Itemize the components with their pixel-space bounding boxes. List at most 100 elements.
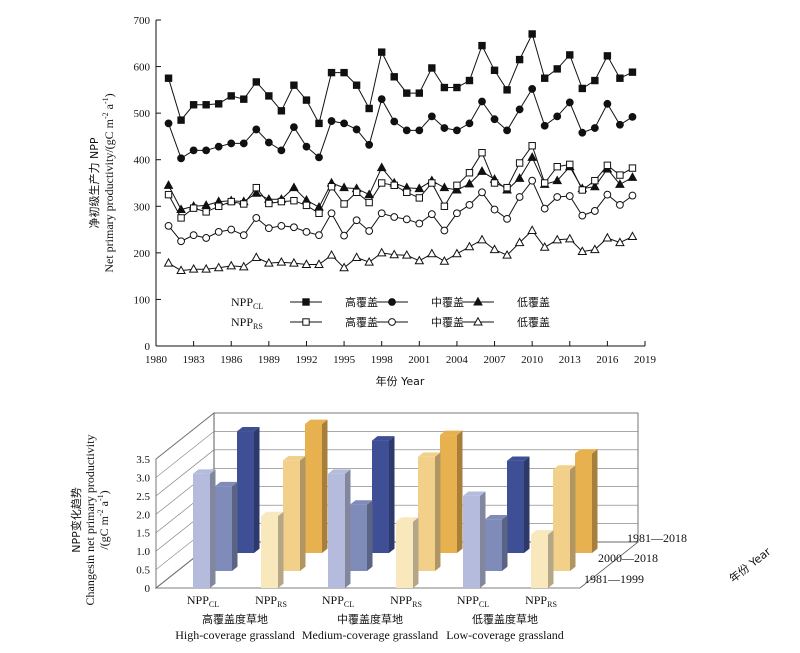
point-rs_med xyxy=(352,216,361,225)
point-rs_low xyxy=(263,257,274,267)
x-tick-label: 2010 xyxy=(521,354,544,366)
point-rs_high xyxy=(315,209,323,217)
point-cl_low xyxy=(439,182,450,192)
group-label-cn: 高覆盖度草地 xyxy=(202,612,268,626)
point-cl_high xyxy=(528,30,536,38)
point-cl_high xyxy=(403,89,411,97)
point-rs_high xyxy=(603,161,612,170)
point-rs_med xyxy=(616,200,624,209)
line-chart-x-axis-title: 年份 Year xyxy=(376,374,425,388)
bar-back xyxy=(237,426,260,553)
bar-chart-y-title-unit: /(gC m-2 a-1) xyxy=(96,490,111,549)
point-rs_low xyxy=(188,263,199,273)
point-rs_high xyxy=(189,204,198,212)
legend-marker-circle xyxy=(388,298,396,306)
point-rs_high xyxy=(503,183,511,192)
point-rs_med xyxy=(453,209,461,218)
point-cl_med xyxy=(440,124,449,132)
bar-y-tick-label: 1.0 xyxy=(136,546,150,558)
point-rs_med xyxy=(277,221,286,230)
point-rs_low xyxy=(226,260,237,270)
point-rs_high xyxy=(528,142,536,150)
point-cl_low xyxy=(251,188,262,197)
point-cl_med xyxy=(616,120,624,129)
point-rs_low xyxy=(477,234,487,244)
point-cl_med xyxy=(164,119,173,128)
bar-chart-x-labels: NPPCL NPPRS 高覆盖度草地 High-coverage grassland N… xyxy=(175,593,564,642)
bar-mid xyxy=(418,452,441,571)
series-line-rs_low xyxy=(168,229,633,272)
point-cl_med xyxy=(415,126,424,135)
point-cl_med xyxy=(490,115,499,124)
bar-y-tick-label: 2.5 xyxy=(136,491,150,503)
point-cl_med xyxy=(515,105,524,114)
point-rs_low xyxy=(201,263,212,273)
point-rs_high xyxy=(578,186,587,194)
point-rs_med xyxy=(189,231,198,240)
point-rs_high xyxy=(377,179,386,187)
point-rs_med xyxy=(252,214,261,222)
point-rs_low xyxy=(539,242,550,251)
point-rs_low xyxy=(326,249,337,259)
point-rs_high xyxy=(277,197,286,206)
point-cl_med xyxy=(277,146,286,155)
x-tick-label: 2019 xyxy=(634,354,657,366)
point-rs_med xyxy=(202,234,211,242)
point-rs_low xyxy=(376,247,387,257)
point-rs_low xyxy=(364,256,375,266)
legend-rs-high-label: 高覆盖 xyxy=(345,315,378,329)
point-rs_low xyxy=(464,241,475,251)
point-cl_high xyxy=(428,64,436,72)
x-tick-label: 1998 xyxy=(371,354,394,366)
point-cl_med xyxy=(239,139,248,148)
point-rs_low xyxy=(564,233,575,243)
point-cl_high xyxy=(377,48,386,56)
point-rs_high xyxy=(453,181,461,190)
bar-back xyxy=(507,456,530,553)
line-chart-y-ticks: 0 100 200 300 400 500 600 700 xyxy=(134,15,161,353)
point-cl_high xyxy=(628,68,637,76)
point-cl_high xyxy=(553,65,561,73)
legend-cl-med-label: 中覆盖 xyxy=(431,295,464,309)
point-cl_high xyxy=(227,92,235,100)
y-tick-label: 0 xyxy=(145,341,151,353)
x-tick-label: 2004 xyxy=(446,354,469,366)
bar-mid xyxy=(350,500,373,571)
bar-back xyxy=(440,430,463,553)
bar-chart-y-axis-title: NPP变化趋势 Changesin net primary productivi… xyxy=(69,435,111,606)
point-cl_low xyxy=(289,182,299,192)
point-rs_med xyxy=(227,225,236,234)
point-rs_high xyxy=(540,179,549,187)
point-cl_med xyxy=(252,125,261,134)
x-tick-label: 1980 xyxy=(145,354,168,366)
point-rs_high xyxy=(465,169,474,177)
point-rs_high xyxy=(290,196,298,205)
bar-x-label: NPPRS xyxy=(525,593,557,609)
bar-mid xyxy=(553,465,576,571)
point-cl_low xyxy=(589,181,600,191)
point-rs_med xyxy=(164,221,173,230)
point-rs_high xyxy=(340,200,348,208)
point-cl_med xyxy=(365,140,374,149)
point-rs_med xyxy=(340,231,348,240)
point-rs_low xyxy=(426,248,437,258)
point-cl_high xyxy=(465,76,474,85)
point-cl_high xyxy=(177,116,185,124)
point-cl_med xyxy=(377,95,386,104)
point-cl_med xyxy=(227,139,236,148)
point-cl_med xyxy=(553,112,562,121)
point-cl_med xyxy=(427,112,436,121)
line-chart-y-title-cn: 净初级生产力 NPP xyxy=(87,137,101,228)
y-tick-label: 600 xyxy=(134,62,151,74)
point-rs_med xyxy=(315,231,323,240)
x-tick-label: 1983 xyxy=(183,354,206,366)
point-cl_high xyxy=(415,89,424,97)
point-rs_low xyxy=(439,256,450,265)
bar-chart-3d: 0 0.5 1.0 1.5 2.0 2.5 3.0 3.5 NPPCL NPPRS 高覆盖度草地 H… xyxy=(69,412,774,642)
bar-back xyxy=(575,449,598,553)
point-cl_high xyxy=(327,68,336,77)
point-cl_low xyxy=(552,175,563,185)
point-rs_med xyxy=(390,213,399,221)
point-rs_low xyxy=(602,232,613,242)
bar-x-label: NPPCL xyxy=(322,593,354,609)
